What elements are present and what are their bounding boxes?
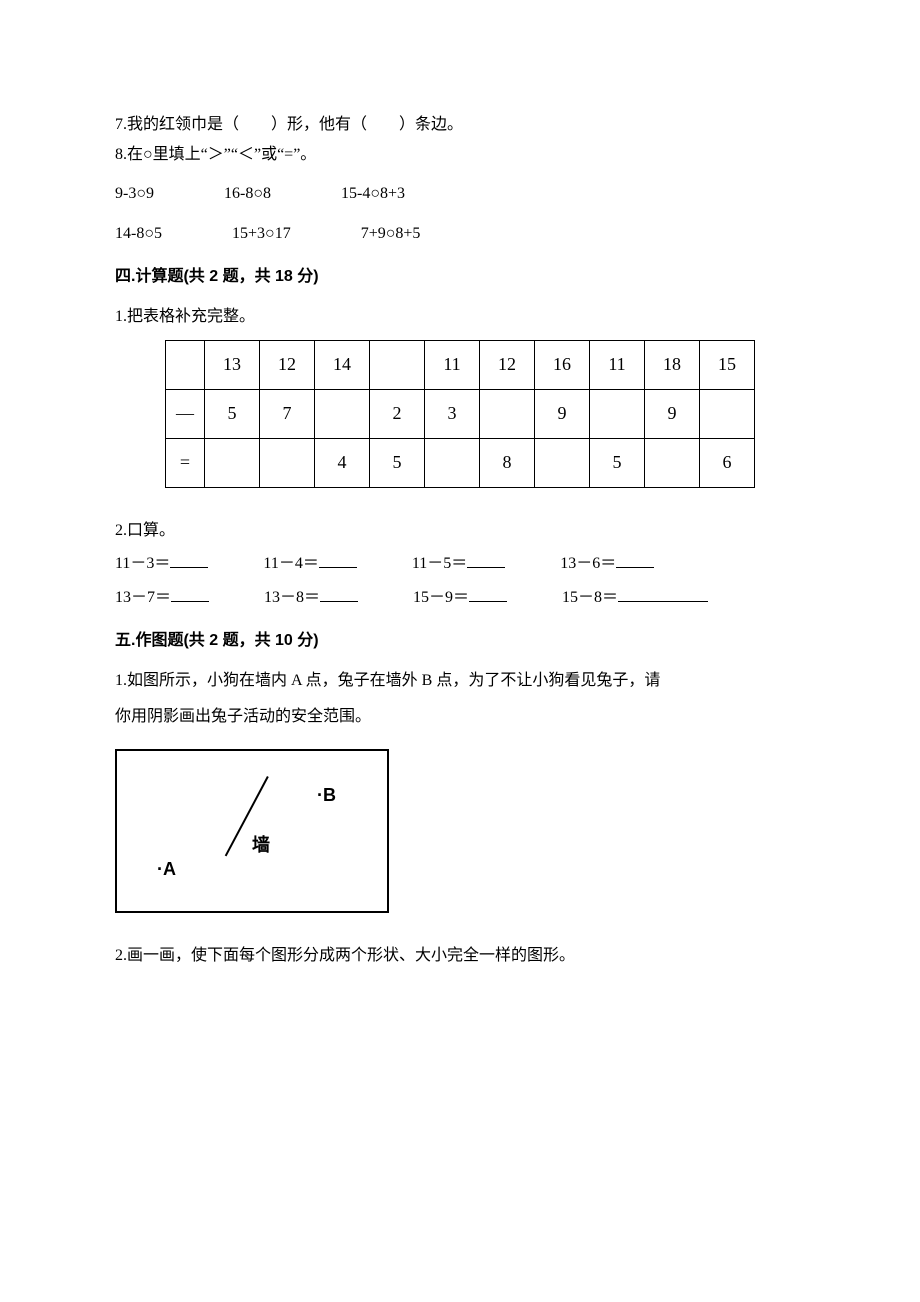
calc-expr: 13－6＝ [560,551,654,577]
calc-table: 13 12 14 11 12 16 11 18 15 — 5 7 2 3 9 9… [165,340,755,488]
cell [645,438,700,487]
blank-line [469,586,507,601]
section-5-q2: 2.画一画，使下面每个图形分成两个形状、大小完全一样的图形。 [115,943,805,969]
cell [166,340,205,389]
cell: 12 [480,340,535,389]
q8-expr: 9-3○9 [115,181,154,207]
cell: 3 [425,389,480,438]
cell [260,438,315,487]
calc-expr: 11－3＝ [115,551,208,577]
calc-expr: 13－8＝ [264,585,358,611]
question-7: 7.我的红领巾是（ ）形，他有（ ）条边。 [115,112,805,138]
calc-expr: 15－9＝ [413,585,507,611]
cell: 13 [205,340,260,389]
page: 7.我的红领巾是（ ）形，他有（ ）条边。 8.在○里填上“＞”“＜”或“=”。… [0,0,920,1302]
blank-line [467,553,505,568]
calc-expr: 11－4＝ [263,551,356,577]
cell: 7 [260,389,315,438]
blank-line [320,586,358,601]
cell [480,389,535,438]
cell: 16 [535,340,590,389]
cell: 5 [590,438,645,487]
cell: 4 [315,438,370,487]
cell: 8 [480,438,535,487]
blank-line [319,553,357,568]
cell: 14 [315,340,370,389]
cell: 5 [205,389,260,438]
blank-line [170,553,208,568]
cell: 9 [645,389,700,438]
cell: 18 [645,340,700,389]
calc-expr: 15－8＝ [562,585,708,611]
cell: 12 [260,340,315,389]
blank-line [618,586,708,601]
cell [535,438,590,487]
cell: = [166,438,205,487]
calc-expr-text: 13－7＝ [115,589,171,606]
q8-expr: 7+9○8+5 [361,221,421,247]
q8-row-1: 9-3○9 16-8○8 15-4○8+3 [115,181,805,207]
q8-expr: 16-8○8 [224,181,271,207]
calc-row-2: 13－7＝ 13－8＝ 15－9＝ 15－8＝ [115,585,805,611]
cell: 9 [535,389,590,438]
cell: — [166,389,205,438]
section-4-q2: 2.口算。 [115,518,805,544]
point-b-label: ·B [317,781,336,810]
cell [315,389,370,438]
section-4-q1: 1.把表格补充完整。 [115,304,805,330]
cell: 11 [425,340,480,389]
blank-line [171,586,209,601]
cell [700,389,755,438]
q8-expr: 14-8○5 [115,221,162,247]
calc-expr: 11－5＝ [412,551,505,577]
calc-expr-text: 15－8＝ [562,589,618,606]
calc-expr: 13－7＝ [115,585,209,611]
calc-expr-text: 11－3＝ [115,555,170,572]
cell [425,438,480,487]
wall-diagram: ·B ·A 墙 [115,749,389,913]
calc-row-1: 11－3＝ 11－4＝ 11－5＝ 13－6＝ [115,551,805,577]
section-5-q1-line2: 你用阴影画出兔子活动的安全范围。 [115,704,805,730]
calc-expr-text: 13－6＝ [560,555,616,572]
calc-expr-text: 13－8＝ [264,589,320,606]
cell [370,340,425,389]
cell: 6 [700,438,755,487]
table-row: — 5 7 2 3 9 9 [166,389,755,438]
calc-expr-text: 15－9＝ [413,589,469,606]
q8-expr: 15+3○17 [232,221,291,247]
table-row: 13 12 14 11 12 16 11 18 15 [166,340,755,389]
q8-expr: 15-4○8+3 [341,181,405,207]
table-row: = 4 5 8 5 6 [166,438,755,487]
section-4-title: 四.计算题(共 2 题，共 18 分) [115,264,805,290]
section-5-title: 五.作图题(共 2 题，共 10 分) [115,628,805,654]
q8-row-2: 14-8○5 15+3○17 7+9○8+5 [115,221,805,247]
question-8: 8.在○里填上“＞”“＜”或“=”。 [115,142,805,168]
calc-expr-text: 11－5＝ [412,555,467,572]
blank-line [616,553,654,568]
cell [590,389,645,438]
cell: 11 [590,340,645,389]
point-a-label: ·A [157,855,176,884]
cell: 2 [370,389,425,438]
cell [205,438,260,487]
cell: 5 [370,438,425,487]
calc-expr-text: 11－4＝ [263,555,318,572]
cell: 15 [700,340,755,389]
section-5-q1-line1: 1.如图所示，小狗在墙内 A 点，兔子在墙外 B 点，为了不让小狗看见兔子，请 [115,668,805,694]
wall-text: 墙 [252,831,270,860]
